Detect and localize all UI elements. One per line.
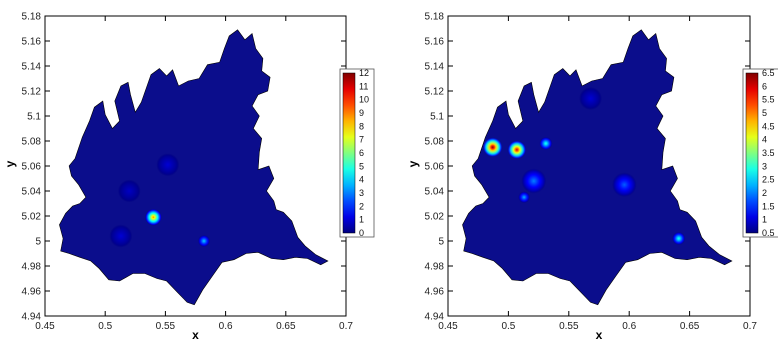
- colorbar-label: 1.5: [762, 201, 775, 211]
- hotspot: [518, 191, 530, 204]
- colorbar-label: 10: [359, 95, 369, 105]
- y-tick-label: 5.06: [22, 162, 42, 173]
- colorbar-label: 8: [359, 121, 364, 131]
- x-tick-label: 0.7: [743, 321, 757, 332]
- y-tick-label: 5.18: [22, 12, 42, 23]
- colorbar-label: 0: [359, 228, 364, 238]
- colorbar-label: 5: [762, 108, 767, 118]
- colorbar-label: 1: [359, 215, 364, 225]
- y-tick-label: 4.98: [22, 262, 42, 273]
- y-tick-label: 5.08: [425, 137, 445, 148]
- x-tick-label: 0.55: [156, 321, 176, 332]
- y-tick-label: 5.1: [430, 112, 444, 123]
- hotspot: [482, 137, 503, 158]
- hotspot: [539, 137, 553, 150]
- colorbar-label: 0.5: [762, 228, 775, 238]
- region-outline: [462, 29, 733, 306]
- hotspot: [197, 235, 210, 247]
- y-tick-label: 5.02: [425, 212, 445, 223]
- y-tick-label: 4.96: [22, 287, 42, 298]
- colorbar-label: 4: [762, 135, 767, 145]
- x-tick-label: 0.7: [339, 321, 353, 332]
- hotspot: [144, 208, 162, 226]
- hotspot: [109, 224, 133, 248]
- hotspot: [612, 172, 637, 198]
- y-tick-label: 5.16: [425, 37, 445, 48]
- y-tick-label: 4.94: [425, 312, 445, 323]
- colorbar-label: 9: [359, 108, 364, 118]
- y-tick-label: 5.18: [425, 12, 445, 23]
- x-tick-label: 0.6: [219, 321, 233, 332]
- y-tick-label: 4.96: [425, 287, 445, 298]
- y-axis-label: y: [406, 160, 420, 167]
- colorbar-label: 3: [359, 188, 364, 198]
- x-tick-label: 0.6: [622, 321, 636, 332]
- y-tick-label: 4.94: [22, 312, 42, 323]
- region-field: [59, 29, 328, 305]
- y-tick-label: 5: [438, 237, 444, 248]
- left-plot-panel: 0.45 0.5 0.55 0.6 0.65 0.7 4.94 4.96 4.98 5 5.02 5.…: [3, 12, 375, 342]
- colorbar-label: 6.5: [762, 68, 775, 78]
- colorbar-label: 6: [762, 81, 767, 91]
- x-tick-label: 0.65: [276, 321, 296, 332]
- y-tick-label: 5.1: [27, 112, 41, 123]
- region-outline: [59, 29, 329, 306]
- y-tick-label: 5.02: [22, 212, 42, 223]
- hotspot-layer: [482, 87, 686, 245]
- y-axis-label: y: [3, 160, 17, 167]
- x-tick-label: 0.45: [35, 321, 55, 332]
- colorbar-label: 2: [762, 188, 767, 198]
- hotspot: [156, 153, 180, 177]
- y-tick-label: 5.14: [22, 62, 42, 73]
- colorbar-label: 2.5: [762, 175, 775, 185]
- y-tick-label: 5.12: [22, 87, 42, 98]
- hotspot: [579, 87, 603, 110]
- hotspot: [117, 179, 141, 203]
- hotspot: [507, 140, 527, 160]
- y-tick-label: 5.04: [22, 187, 42, 198]
- y-tick-label: 5.08: [22, 137, 42, 148]
- x-axis-label: x: [596, 328, 603, 342]
- y-tick-label: 5.04: [425, 187, 445, 198]
- colorbar: [342, 72, 356, 234]
- hotspot: [672, 232, 686, 245]
- colorbar-label: 1: [762, 215, 767, 225]
- x-tick-label: 0.55: [559, 321, 579, 332]
- y-tick-label: 5.16: [22, 37, 42, 48]
- x-axis-label: x: [192, 328, 199, 342]
- x-tick-label: 0.45: [438, 321, 458, 332]
- colorbar-label: 4.5: [762, 121, 775, 131]
- colorbar-label: 12: [359, 68, 369, 78]
- colorbar-label: 2: [359, 201, 364, 211]
- colorbar-label: 3: [762, 161, 767, 171]
- x-tick-label: 0.65: [680, 321, 700, 332]
- hotspot-layer: [109, 153, 210, 248]
- y-tick-label: 5.14: [425, 62, 445, 73]
- region-field: [462, 29, 732, 305]
- colorbar-label: 7: [359, 135, 364, 145]
- y-tick-label: 4.98: [425, 262, 445, 273]
- colorbar: [745, 72, 759, 234]
- colorbar-label: 5.5: [762, 95, 775, 105]
- colorbar-label: 3.5: [762, 148, 775, 158]
- hotspot: [521, 168, 547, 194]
- x-tick-label: 0.5: [501, 321, 515, 332]
- y-tick-label: 5.12: [425, 87, 445, 98]
- colorbar-label: 4: [359, 175, 364, 185]
- colorbar-label: 5: [359, 161, 364, 171]
- right-plot-panel: 0.45 0.5 0.55 0.6 0.65 0.74.944.964.9855.025.…: [406, 12, 778, 342]
- colorbar-label: 11: [359, 81, 368, 91]
- x-tick-label: 0.5: [98, 321, 112, 332]
- y-tick-label: 5: [35, 237, 41, 248]
- y-tick-label: 5.06: [425, 162, 445, 173]
- colorbar-label: 6: [359, 148, 364, 158]
